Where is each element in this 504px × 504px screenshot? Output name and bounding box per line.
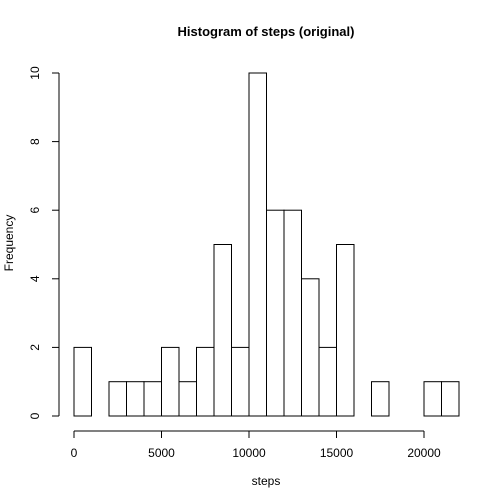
- x-tick-label: 20000: [407, 446, 441, 460]
- histogram-bar: [266, 209, 285, 417]
- y-tick-label: 6: [28, 207, 42, 214]
- histogram-bar: [143, 381, 162, 417]
- y-tick-label: 4: [28, 275, 42, 282]
- histogram-bar: [301, 278, 320, 417]
- y-tick-label: 8: [28, 138, 42, 145]
- histogram-bar: [283, 209, 302, 417]
- histogram-bar: [336, 244, 355, 417]
- x-tick-label: 5000: [148, 446, 175, 460]
- y-tick-label: 10: [28, 66, 42, 80]
- histogram-bar: [231, 346, 250, 417]
- x-tick-label: 15000: [320, 446, 354, 460]
- histogram-bar: [371, 381, 390, 417]
- histogram-bar: [196, 346, 215, 417]
- histogram-bar: [178, 381, 197, 417]
- histogram-bar: [423, 381, 442, 417]
- x-axis: 0 5000 10000 15000 20000: [71, 430, 441, 460]
- x-tick-label: 10000: [232, 446, 266, 460]
- histogram-bar: [73, 346, 92, 417]
- histogram-bar: [248, 72, 267, 417]
- histogram-bar: [213, 244, 232, 417]
- y-tick-label: 2: [28, 344, 42, 351]
- chart-title: Histogram of steps (original): [178, 24, 355, 39]
- x-tick-label: 0: [71, 446, 78, 460]
- histogram-bar: [441, 381, 460, 417]
- bars-group: [73, 72, 460, 417]
- histogram-bar: [108, 381, 127, 417]
- x-axis-label: steps: [252, 474, 281, 488]
- histogram-bar: [161, 346, 180, 417]
- y-tick-label: 0: [28, 412, 42, 419]
- y-axis: 0 2 4 6 8 10: [28, 66, 60, 419]
- histogram-bar: [318, 346, 337, 417]
- y-axis-label: Frequency: [2, 215, 16, 272]
- histogram-bar: [126, 381, 145, 417]
